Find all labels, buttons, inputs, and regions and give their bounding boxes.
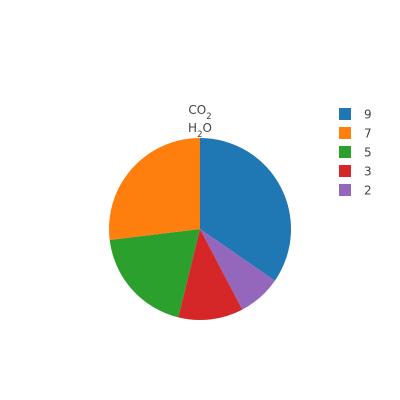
legend-item-5[interactable]: 5 xyxy=(339,146,372,160)
legend-swatch-2 xyxy=(339,184,351,196)
pie-slice-3[interactable] xyxy=(178,229,243,321)
legend-item-7[interactable]: 7 xyxy=(339,127,372,141)
pie-slice-7[interactable] xyxy=(108,138,200,240)
legend-label-2: 2 xyxy=(364,184,372,198)
legend-swatch-5 xyxy=(339,146,351,158)
legend-label-3: 3 xyxy=(364,165,372,179)
legend-item-9[interactable]: 9 xyxy=(339,108,372,122)
legend-item-3[interactable]: 3 xyxy=(339,165,372,179)
chart-title-line-1: CO2 xyxy=(188,103,211,122)
pie-slices xyxy=(108,138,291,321)
pie-slice-5[interactable] xyxy=(109,229,200,318)
chart-title-line-2: H2O xyxy=(188,121,212,140)
legend-label-5: 5 xyxy=(364,146,372,160)
legend-swatch-9 xyxy=(339,108,351,120)
legend-label-7: 7 xyxy=(364,127,372,141)
chart-title: CO2 H2O xyxy=(188,103,212,140)
legend-label-9: 9 xyxy=(364,108,372,122)
legend-swatch-3 xyxy=(339,165,351,177)
pie-slice-9[interactable] xyxy=(200,138,291,281)
pie-slice-2[interactable] xyxy=(200,229,275,310)
legend: 9 7 5 3 2 xyxy=(339,108,372,198)
legend-swatch-7 xyxy=(339,127,351,139)
legend-item-2[interactable]: 2 xyxy=(339,184,372,198)
